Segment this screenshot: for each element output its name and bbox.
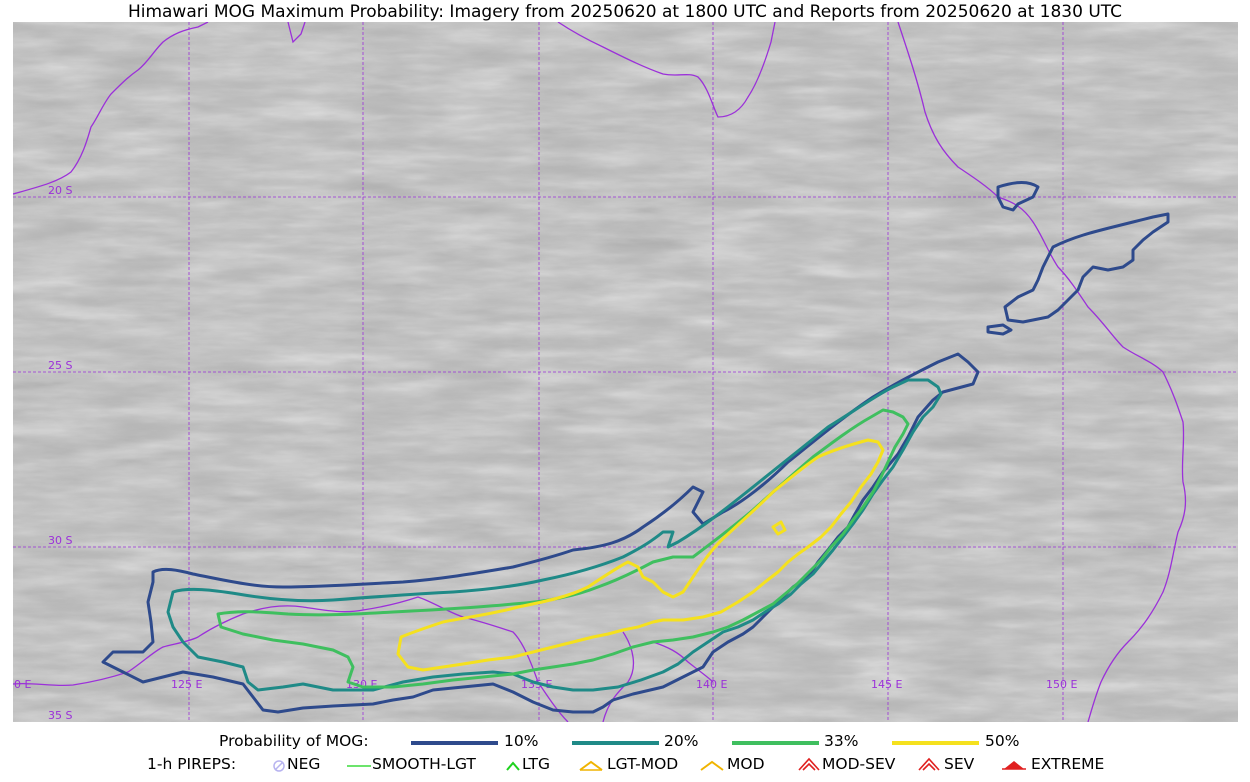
contour-50pct-small (771, 520, 787, 536)
lat-label-35s: 35 S (48, 709, 72, 722)
legend-probability: Probability of MOG: 10% 20% 33% 50% (0, 732, 1250, 754)
lat-label-25s: 25 S (48, 359, 72, 372)
lon-label-120e: 120 E (13, 678, 31, 691)
legend-label-mod-sev: MOD-SEV (822, 755, 896, 773)
legend-swatch-33pct (732, 741, 819, 745)
legend-swatch-50pct (892, 741, 979, 745)
legend-label-10pct: 10% (504, 732, 539, 750)
sev-icon (918, 757, 940, 771)
page-title: Himawari MOG Maximum Probability: Imager… (127, 2, 1123, 22)
mod-icon (700, 760, 724, 771)
legend-label-33pct: 33% (824, 732, 859, 750)
legend-probability-title: Probability of MOG: (219, 732, 369, 750)
coastline (13, 22, 1187, 722)
contour-50pct (396, 438, 885, 672)
neg-icon (273, 760, 285, 772)
smooth-lgt-icon (347, 765, 371, 767)
legend-pireps-title: 1-h PIREPS: (147, 755, 237, 773)
lat-label-20s: 20 S (48, 184, 72, 197)
legend-label-ltg: LTG (522, 755, 550, 773)
lgt-mod-icon (579, 760, 603, 771)
legend-label-lgt-mod: LGT-MOD (607, 755, 679, 773)
legend-swatch-10pct (411, 741, 498, 745)
contour-20pct (166, 378, 943, 692)
extreme-icon (1002, 761, 1026, 770)
contour-10pct-east (1003, 212, 1170, 324)
legend-label-smooth-lgt: SMOOTH-LGT (372, 755, 476, 773)
map-panel[interactable]: 20 S 25 S 30 S 35 S 120 E 125 E 130 E 13… (13, 22, 1238, 722)
legend-pireps: 1-h PIREPS: NEG SMOOTH-LGT LTG LGT-MOD M… (0, 755, 1250, 777)
lon-label-125e: 125 E (171, 678, 202, 691)
legend-label-sev: SEV (944, 755, 975, 773)
legend-label-20pct: 20% (664, 732, 699, 750)
contour-10pct-main (101, 352, 980, 714)
contour-10pct-northeast (996, 181, 1040, 212)
legend-label-50pct: 50% (985, 732, 1020, 750)
lat-label-30s: 30 S (48, 534, 72, 547)
legend-label-extreme: EXTREME (1031, 755, 1105, 773)
lon-label-150e: 150 E (1046, 678, 1077, 691)
legend-label-neg: NEG (287, 755, 321, 773)
lon-label-140e: 140 E (696, 678, 727, 691)
legend-swatch-20pct (572, 741, 659, 745)
ltg-icon (506, 761, 520, 771)
mod-sev-icon (798, 757, 820, 771)
contour-10pct-east-small (986, 323, 1013, 336)
lon-label-145e: 145 E (871, 678, 902, 691)
legend-label-mod: MOD (727, 755, 765, 773)
